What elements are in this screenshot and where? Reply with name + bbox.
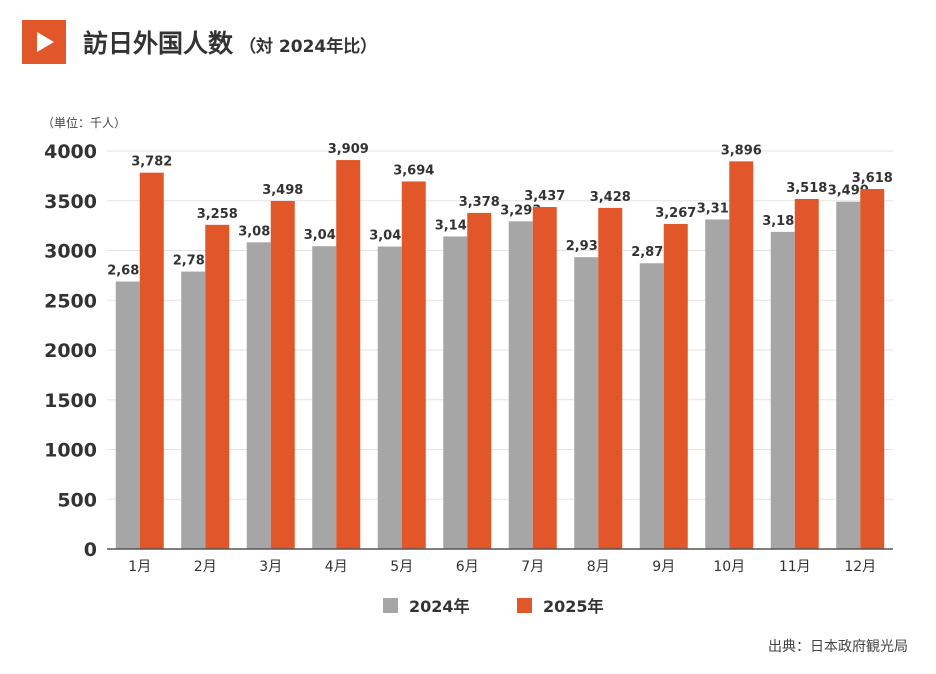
data-label: 3,896 (721, 143, 762, 158)
unit-label: （単位：千人） (42, 116, 127, 130)
legend-swatch (383, 598, 398, 613)
chart-subtitle: （対 2024年比） (239, 36, 378, 57)
data-label: 3,258 (197, 207, 238, 222)
bar-2025 (729, 161, 754, 549)
bar-2024 (705, 219, 730, 549)
data-label: 3,618 (852, 171, 893, 186)
x-tick-label: 4月 (325, 559, 348, 575)
data-label: 3,437 (524, 189, 565, 204)
data-label: 3,428 (590, 190, 631, 205)
y-tick-label: 3000 (44, 241, 97, 263)
data-label: 3,490 (828, 184, 869, 199)
data-label: 3,187 (762, 214, 803, 229)
data-label: 3,312 (697, 201, 738, 216)
y-tick-label: 1000 (44, 440, 97, 462)
y-tick-label: 2500 (44, 290, 97, 312)
data-label: 3,694 (393, 163, 434, 178)
bar-2024 (508, 221, 533, 549)
x-tick-label: 10月 (713, 559, 745, 575)
bar-2025 (598, 207, 623, 549)
y-tick-label: 500 (57, 489, 97, 511)
bar-2025 (270, 200, 295, 549)
y-tick-label: 3500 (44, 191, 97, 213)
bar-2024 (443, 236, 468, 549)
x-tick-label: 11月 (779, 559, 811, 575)
chart-header: 訪日外国人数 （対 2024年比） (22, 20, 377, 64)
bar-2024 (115, 281, 140, 549)
x-tick-label: 8月 (587, 559, 610, 575)
data-label: 3,040 (369, 229, 410, 244)
bar-2024 (574, 257, 599, 549)
bar-2024 (639, 263, 664, 549)
data-label: 3,518 (786, 181, 827, 196)
data-label: 3,782 (131, 155, 172, 170)
source-note: 出典：日本政府観光局 (768, 639, 908, 655)
bar-2024 (246, 242, 271, 549)
bar-2024 (312, 246, 337, 549)
bar-2025 (467, 212, 492, 549)
x-tick-label: 5月 (390, 559, 413, 575)
x-tick-label: 7月 (521, 559, 544, 575)
data-label: 3,498 (262, 183, 303, 198)
data-label: 3,267 (655, 206, 696, 221)
data-label: 2,688 (107, 264, 148, 279)
chart-title: 訪日外国人数 (83, 29, 234, 58)
x-tick-label: 1月 (128, 559, 151, 575)
bar-2024 (181, 271, 206, 549)
data-label: 2,788 (173, 254, 214, 269)
data-label: 3,909 (328, 142, 369, 157)
bar-2025 (663, 223, 688, 549)
bar-2025 (139, 172, 164, 550)
bar-2025 (860, 189, 885, 549)
data-label: 3,141 (435, 218, 476, 233)
legend-swatch (517, 598, 532, 613)
legend-label: 2025年 (543, 597, 604, 616)
y-tick-label: 0 (84, 539, 97, 561)
y-tick-label: 2000 (44, 340, 97, 362)
bar-2025 (401, 181, 426, 549)
play-icon (22, 20, 66, 64)
x-tick-label: 2月 (194, 559, 217, 575)
bar-2025 (532, 207, 557, 549)
data-label: 2,933 (566, 239, 607, 254)
data-label: 2,872 (631, 245, 672, 260)
legend-label: 2024年 (409, 597, 470, 616)
x-tick-label: 9月 (652, 559, 675, 575)
bar-2025 (336, 160, 361, 549)
bar-2025 (205, 224, 230, 550)
bar-2024 (377, 246, 402, 549)
bar-2024 (836, 201, 861, 549)
x-tick-label: 12月 (844, 559, 876, 575)
x-tick-label: 6月 (456, 559, 479, 575)
bar-2024 (770, 231, 795, 549)
data-label: 3,082 (238, 224, 279, 239)
x-tick-label: 3月 (259, 559, 282, 575)
bar-2025 (794, 198, 819, 550)
y-tick-label: 4000 (44, 141, 97, 163)
data-label: 3,378 (459, 195, 500, 210)
data-label: 3,293 (500, 203, 541, 218)
y-tick-label: 1500 (44, 390, 97, 412)
data-label: 3,043 (304, 228, 345, 243)
